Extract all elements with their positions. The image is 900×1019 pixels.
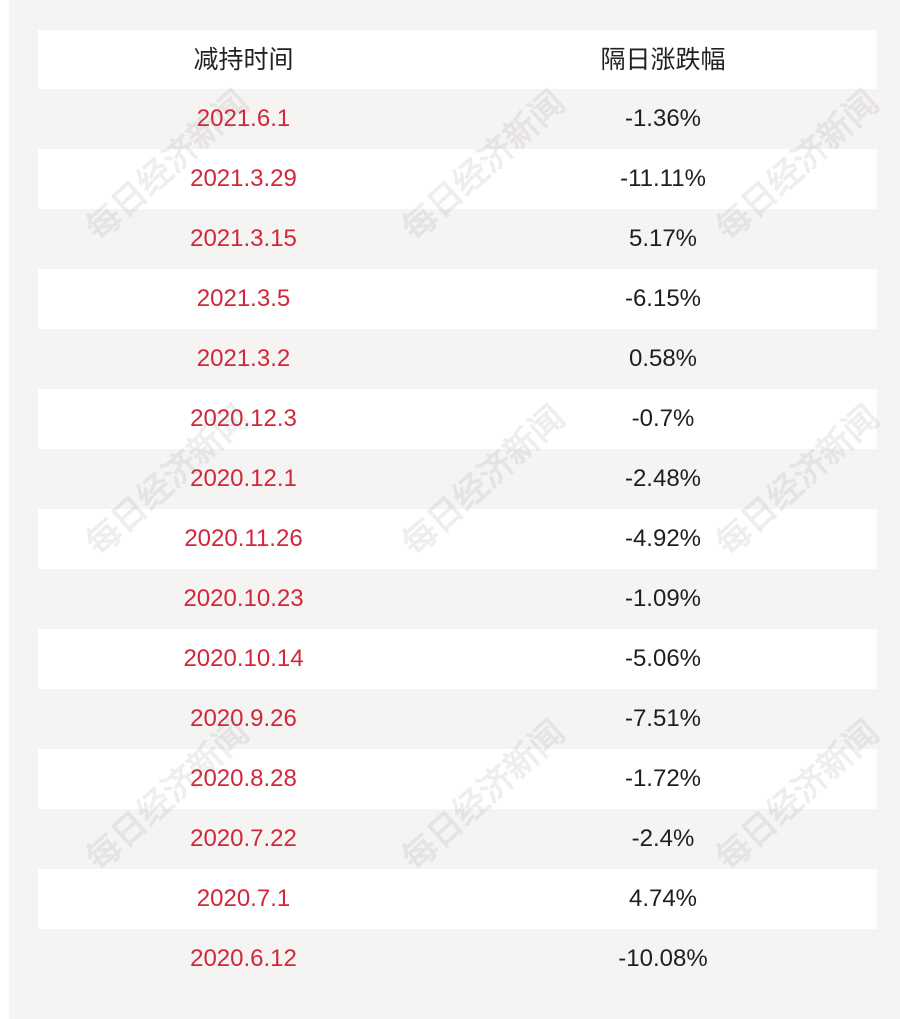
change-cell: -11.11% bbox=[620, 165, 706, 192]
table-panel: 减持时间 隔日涨跌幅 2021.6.1 -1.36% 2021.3.29 -11.11… bbox=[9, 0, 900, 1019]
table-row: 2021.3.15 5.17% bbox=[38, 209, 877, 269]
change-cell: -4.92% bbox=[624, 525, 702, 552]
date-cell: 2020.10.23 bbox=[183, 585, 304, 612]
date-cell: 2020.10.14 bbox=[183, 645, 304, 672]
date-cell: 2021.3.2 bbox=[196, 345, 291, 372]
header-date: 减持时间 bbox=[193, 45, 294, 74]
table-row: 2021.3.29 -11.11% bbox=[38, 149, 877, 209]
table-row: 2020.6.12 -10.08% bbox=[38, 929, 877, 989]
change-cell: -10.08% bbox=[618, 945, 708, 972]
date-cell: 2021.3.29 bbox=[190, 165, 297, 192]
date-cell: 2021.3.15 bbox=[190, 225, 297, 252]
change-cell: -1.36% bbox=[624, 105, 702, 132]
change-cell: -7.51% bbox=[624, 705, 702, 732]
table-row: 2020.12.3 -0.7% bbox=[38, 389, 877, 449]
table-row: 2020.10.23 -1.09% bbox=[38, 569, 877, 629]
change-cell: -1.09% bbox=[624, 585, 702, 612]
date-cell: 2020.6.12 bbox=[190, 945, 297, 972]
table-row: 2020.11.26 -4.92% bbox=[38, 509, 877, 569]
table-body: 2021.6.1 -1.36% 2021.3.29 -11.11% 2021.3.15 5… bbox=[38, 89, 877, 989]
date-cell: 2020.12.3 bbox=[190, 405, 297, 432]
table-row: 2020.7.1 4.74% bbox=[38, 869, 877, 929]
change-cell: -0.7% bbox=[631, 405, 695, 432]
date-cell: 2020.7.1 bbox=[196, 885, 291, 912]
date-cell: 2020.11.26 bbox=[184, 525, 303, 552]
table-row: 2020.8.28 -1.72% bbox=[38, 749, 877, 809]
table-row: 2020.10.14 -5.06% bbox=[38, 629, 877, 689]
date-cell: 2021.3.5 bbox=[196, 285, 291, 312]
change-cell: -6.15% bbox=[624, 285, 702, 312]
change-cell: 5.17% bbox=[628, 225, 698, 252]
change-cell: 0.58% bbox=[628, 345, 698, 372]
table-row: 2021.6.1 -1.36% bbox=[38, 89, 877, 149]
date-cell: 2020.9.26 bbox=[190, 705, 297, 732]
header-change: 隔日涨跌幅 bbox=[600, 45, 726, 74]
change-cell: -5.06% bbox=[624, 645, 702, 672]
date-cell: 2020.8.28 bbox=[190, 765, 297, 792]
date-cell: 2020.12.1 bbox=[190, 465, 297, 492]
reduction-table: 减持时间 隔日涨跌幅 2021.6.1 -1.36% 2021.3.29 -11.11… bbox=[38, 30, 877, 989]
date-cell: 2020.7.22 bbox=[190, 825, 297, 852]
table-row: 2020.9.26 -7.51% bbox=[38, 689, 877, 749]
table-row: 2020.12.1 -2.48% bbox=[38, 449, 877, 509]
table-header-row: 减持时间 隔日涨跌幅 bbox=[38, 30, 877, 89]
change-cell: -2.48% bbox=[624, 465, 702, 492]
table-row: 2021.3.5 -6.15% bbox=[38, 269, 877, 329]
date-cell: 2021.6.1 bbox=[196, 105, 291, 132]
table-row: 2021.3.2 0.58% bbox=[38, 329, 877, 389]
change-cell: 4.74% bbox=[628, 885, 698, 912]
change-cell: -2.4% bbox=[631, 825, 695, 852]
change-cell: -1.72% bbox=[624, 765, 702, 792]
table-row: 2020.7.22 -2.4% bbox=[38, 809, 877, 869]
